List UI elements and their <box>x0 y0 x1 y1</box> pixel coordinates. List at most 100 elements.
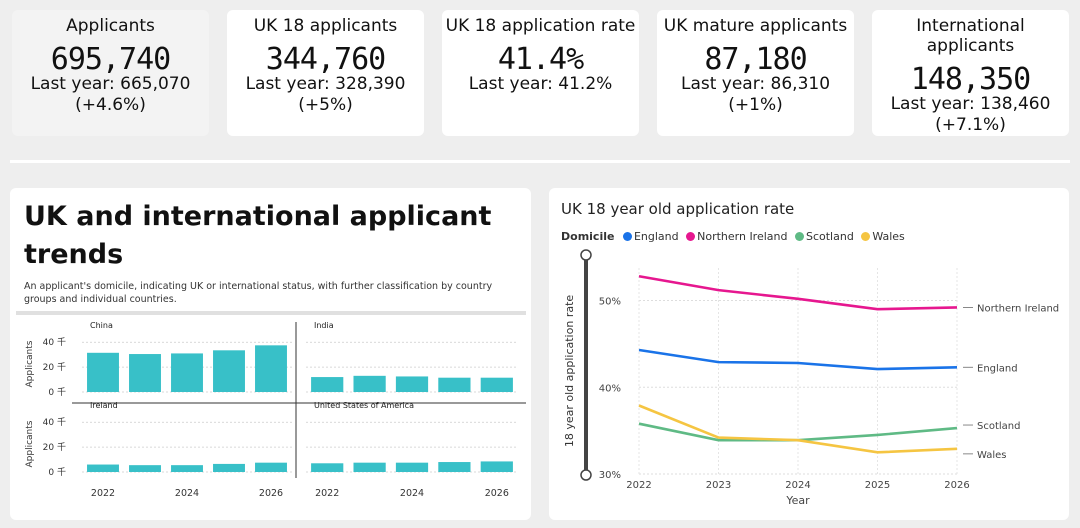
bar-ireland-2024 <box>171 465 203 472</box>
kpi-card-uk-mature: UK mature applicants 87,180 Last year: 8… <box>657 10 854 136</box>
bar-china-2022 <box>87 352 119 392</box>
zoom-slider-handle-bottom[interactable] <box>580 469 592 481</box>
kpi-last-year: Last year: 86,310 <box>680 74 831 94</box>
kpi-delta: (+7.1%) <box>935 115 1006 135</box>
bar-india-2022 <box>311 377 344 392</box>
y-tick-label: 40 千 <box>43 337 66 348</box>
y-axis-label: Applicants <box>25 340 35 387</box>
panel-title-ireland: Ireland <box>90 401 118 410</box>
small-multiples-bar-chart[interactable]: China 0 千 20 千 40 千 Applicants India Ireland 0 … <box>10 318 531 518</box>
series-end-label-wales: Wales <box>977 450 1007 461</box>
kpi-delta: (+1%) <box>728 95 783 115</box>
bar-united-states-of-america-2022 <box>311 463 344 472</box>
bar-united-states-of-america-2026 <box>480 461 513 472</box>
legend-dot-wales <box>861 232 871 241</box>
bar-china-2024 <box>171 353 203 392</box>
legend-item-wales[interactable]: Wales <box>861 230 905 243</box>
rate-chart-title: UK 18 year old application rate <box>561 200 795 218</box>
x-tick-label: 2026 <box>944 480 969 491</box>
kpi-value: 148,350 <box>910 62 1031 97</box>
trends-scrollbar[interactable] <box>16 311 526 315</box>
application-rate-panel: UK 18 year old application rate Domicile… <box>549 188 1069 520</box>
bar-china-2023 <box>129 354 161 392</box>
zoom-slider-handle-top[interactable] <box>580 249 592 261</box>
kpi-value: 41.4% <box>497 42 584 77</box>
section-divider <box>10 160 1070 163</box>
bar-india-2024 <box>395 376 429 392</box>
x-axis-label: Year <box>785 494 810 507</box>
bar-united-states-of-america-2024 <box>395 462 429 472</box>
legend-label: England <box>633 230 679 243</box>
kpi-card-international: International applicants 148,350 Last ye… <box>872 10 1069 136</box>
panel-title-india: India <box>314 321 334 330</box>
y-tick-label: 50% <box>599 297 621 308</box>
x-tick-label: 2026 <box>259 488 283 499</box>
panel-title-china: China <box>90 321 113 330</box>
line-wales[interactable] <box>638 404 958 454</box>
kpi-card-applicants: Applicants 695,740 Last year: 665,070 (+… <box>12 10 209 136</box>
bar-ireland-2026 <box>255 462 287 472</box>
trends-description: An applicant's domicile, indicating UK o… <box>24 281 493 305</box>
kpi-value: 344,760 <box>265 42 386 77</box>
kpi-title: UK 18 application rate <box>445 16 636 36</box>
trends-title: UK and international applicant trends <box>24 201 492 270</box>
line-northern-ireland[interactable] <box>638 274 958 311</box>
legend-dot-northern-ireland <box>686 232 696 241</box>
kpi-card-uk18-applicants: UK 18 applicants 344,760 Last year: 328,… <box>227 10 424 136</box>
x-tick-label: 2022 <box>626 480 651 491</box>
x-tick-label: 2023 <box>706 480 731 491</box>
legend-title: Domicile <box>561 230 615 243</box>
legend-dot-scotland <box>794 232 804 241</box>
legend-item-northern-ireland[interactable]: Northern Ireland <box>686 230 787 243</box>
kpi-title: International applicants <box>916 16 1025 56</box>
bar-ireland-2023 <box>129 465 161 472</box>
series-end-label-northern-ireland: Northern Ireland <box>977 303 1059 314</box>
kpi-value: 87,180 <box>704 42 807 77</box>
x-tick-label: 2024 <box>175 488 199 499</box>
legend-item-scotland[interactable]: Scotland <box>794 230 854 243</box>
legend-label: Wales <box>872 230 905 243</box>
y-tick-label: 0 千 <box>48 387 66 398</box>
kpi-delta: (+5%) <box>298 95 353 115</box>
legend-label: Scotland <box>805 230 854 243</box>
bar-united-states-of-america-2025 <box>438 462 471 472</box>
kpi-last-year: Last year: 328,390 <box>245 74 406 94</box>
y-tick-label: 40% <box>599 383 621 394</box>
kpi-title: Applicants <box>66 16 155 36</box>
legend-label: Northern Ireland <box>697 230 788 243</box>
y-tick-label: 20 千 <box>43 442 66 453</box>
bar-ireland-2025 <box>213 463 245 472</box>
bar-india-2025 <box>438 377 471 392</box>
bar-ireland-2022 <box>87 464 119 472</box>
x-tick-label: 2024 <box>400 488 424 499</box>
y-axis-label: 18 year old application rate <box>563 295 576 448</box>
bar-china-2025 <box>213 350 245 392</box>
x-tick-label: 2025 <box>865 480 890 491</box>
y-tick-label: 30% <box>599 470 621 481</box>
bar-india-2023 <box>353 375 386 392</box>
rate-legend: Domicile England Northern Ireland Scotla… <box>561 230 909 243</box>
bar-india-2026 <box>480 377 513 392</box>
applicant-trends-panel: UK and international applicant trends An… <box>10 188 531 520</box>
line-england[interactable] <box>638 348 958 371</box>
bar-united-states-of-america-2023 <box>353 462 386 472</box>
panel-title-united-states-of-america: United States of America <box>314 401 414 410</box>
kpi-last-year: Last year: 138,460 <box>890 94 1051 114</box>
x-tick-label: 2024 <box>785 480 810 491</box>
kpi-last-year: Last year: 41.2% <box>468 74 613 94</box>
x-tick-label: 2022 <box>315 488 339 499</box>
x-tick-label: 2022 <box>91 488 115 499</box>
y-tick-label: 0 千 <box>48 467 66 478</box>
legend-item-england[interactable]: England <box>622 230 679 243</box>
kpi-card-uk18-rate: UK 18 application rate 41.4% Last year: … <box>442 10 639 136</box>
y-tick-label: 20 千 <box>43 362 66 373</box>
legend-dot-england <box>622 232 632 241</box>
y-axis-label: Applicants <box>25 420 35 467</box>
application-rate-line-chart[interactable]: 18 year old application rate 30% 40% 50% 202… <box>549 243 1069 518</box>
kpi-title: UK mature applicants <box>663 16 848 36</box>
series-end-label-scotland: Scotland <box>977 421 1020 432</box>
kpi-value: 695,740 <box>50 42 171 77</box>
kpi-last-year: Last year: 665,070 <box>30 74 191 94</box>
x-tick-label: 2026 <box>485 488 509 499</box>
kpi-title: UK 18 applicants <box>253 16 398 36</box>
